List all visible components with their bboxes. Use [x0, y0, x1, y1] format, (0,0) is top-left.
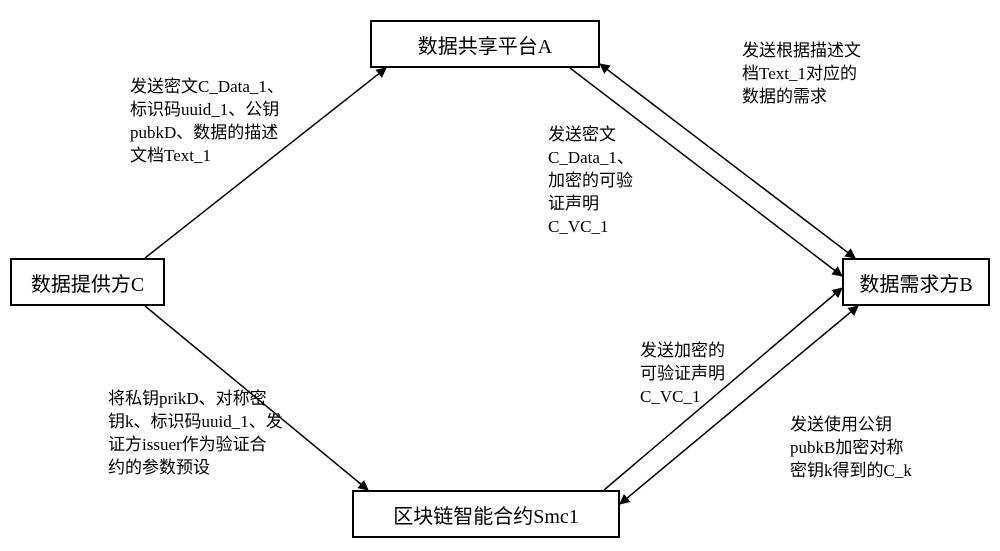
label-c-to-a: 发送密文C_Data_1、 标识码uuid_1、公钥 pubkD、数据的描述 文…	[130, 76, 284, 168]
node-label: 数据提供方C	[31, 268, 144, 297]
node-label: 数据需求方B	[859, 268, 972, 297]
node-requester-b: 数据需求方B	[842, 258, 990, 306]
node-label: 数据共享平台A	[418, 30, 552, 59]
label-s-b-outer: 发送使用公钥 pubkB加密对称 密钥k得到的C_k	[790, 414, 912, 483]
label-a-b-inner: 发送密文 C_Data_1、 加密的可验 证声明 C_VC_1	[548, 124, 634, 239]
node-smart-contract: 区块链智能合约Smc1	[352, 490, 620, 538]
label-a-b-outer: 发送根据描述文 档Text_1对应的 数据的需求	[742, 40, 861, 109]
node-provider-c: 数据提供方C	[10, 258, 165, 306]
diagram-canvas: 数据共享平台A 数据需求方B 数据提供方C 区块链智能合约Smc1 发送密文C_…	[0, 0, 1000, 551]
label-c-to-s: 将私钥prikD、对称密 钥k、标识码uuid_1、发 证方issuer作为验证…	[108, 388, 283, 480]
node-label: 区块链智能合约Smc1	[393, 500, 579, 529]
label-s-b-inner: 发送加密的 可验证声明 C_VC_1	[640, 340, 725, 409]
node-platform-a: 数据共享平台A	[370, 20, 600, 68]
